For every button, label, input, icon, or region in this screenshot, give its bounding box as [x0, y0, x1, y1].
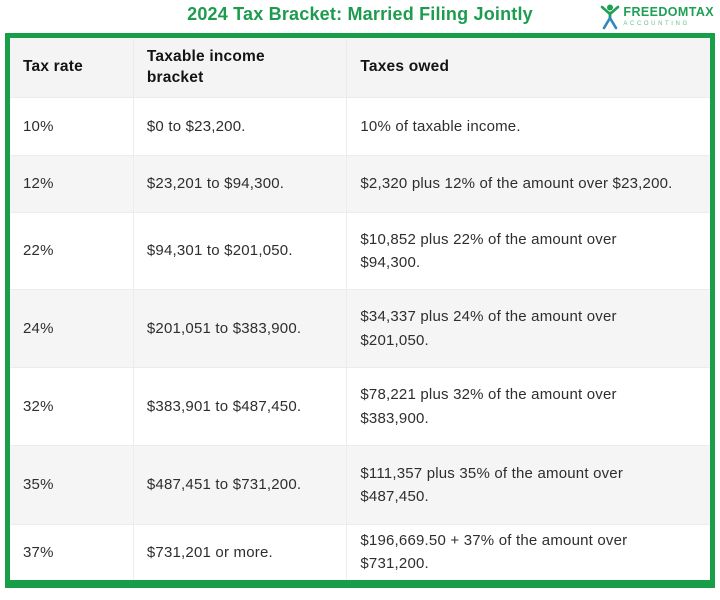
tax-rate-cell: 35%: [7, 445, 134, 525]
table-row: 22% $94,301 to $201,050. $10,852 plus 22% …: [7, 212, 713, 290]
page-title: 2024 Tax Bracket: Married Filing Jointly: [187, 4, 533, 24]
freedomtax-logo: FREEDOMTAX ACCOUNTING: [600, 3, 714, 30]
taxes-owed-cell: $78,221 plus 32% of the amount over $383…: [346, 367, 713, 446]
table-body: 10% $0 to $23,200. 10% of taxable income. 1…: [7, 97, 713, 584]
tax-bracket-table: Tax rate Taxable income bracket Taxes ow…: [5, 33, 715, 588]
tax-rate-cell: 32%: [7, 367, 134, 446]
tax-rate-cell: 22%: [7, 212, 134, 290]
table-header: Tax rate Taxable income bracket Taxes ow…: [7, 35, 713, 98]
taxes-owed-cell: $10,852 plus 22% of the amount over $94,…: [346, 212, 713, 290]
tax-rate-cell: 24%: [7, 289, 134, 368]
page-header: 2024 Tax Bracket: Married Filing Jointly…: [0, 0, 720, 33]
table-row: 10% $0 to $23,200. 10% of taxable income.: [7, 97, 713, 156]
jumping-person-icon: [601, 4, 620, 30]
taxes-owed-cell: 10% of taxable income.: [346, 97, 713, 156]
logo-subtext: ACCOUNTING: [623, 20, 690, 27]
tax-rate-cell: 37%: [7, 524, 134, 584]
column-header-taxable-income-bracket: Taxable income bracket: [132, 35, 348, 98]
income-bracket-cell: $383,901 to $487,450.: [132, 367, 348, 446]
table-row: 35% $487,451 to $731,200. $111,357 plus 35…: [7, 445, 713, 525]
income-bracket-cell: $201,051 to $383,900.: [132, 289, 348, 368]
table-row: 32% $383,901 to $487,450. $78,221 plus 32%…: [7, 367, 713, 446]
taxes-owed-cell: $2,320 plus 12% of the amount over $23,2…: [346, 155, 713, 213]
column-header-taxes-owed: Taxes owed: [346, 35, 713, 98]
header-row: Tax rate Taxable income bracket Taxes ow…: [7, 35, 713, 98]
tax-rate-cell: 10%: [7, 97, 134, 156]
table-row: 12% $23,201 to $94,300. $2,320 plus 12% of…: [7, 155, 713, 213]
income-bracket-cell: $94,301 to $201,050.: [132, 212, 348, 290]
logo-name: FREEDOMTAX: [623, 5, 714, 20]
taxes-owed-cell: $196,669.50 + 37% of the amount over $73…: [346, 524, 713, 584]
table-row: 24% $201,051 to $383,900. $34,337 plus 24%…: [7, 289, 713, 368]
income-bracket-cell: $23,201 to $94,300.: [132, 155, 348, 213]
income-bracket-cell: $731,201 or more.: [132, 524, 348, 584]
income-bracket-cell: $0 to $23,200.: [132, 97, 348, 156]
taxes-owed-cell: $111,357 plus 35% of the amount over $48…: [346, 445, 713, 525]
tax-rate-cell: 12%: [7, 155, 134, 213]
table-row: 37% $731,201 or more. $196,669.50 + 37% of…: [7, 524, 713, 584]
income-bracket-cell: $487,451 to $731,200.: [132, 445, 348, 525]
logo-text: FREEDOMTAX ACCOUNTING: [623, 6, 714, 27]
column-header-tax-rate: Tax rate: [7, 35, 134, 98]
taxes-owed-cell: $34,337 plus 24% of the amount over $201…: [346, 289, 713, 368]
